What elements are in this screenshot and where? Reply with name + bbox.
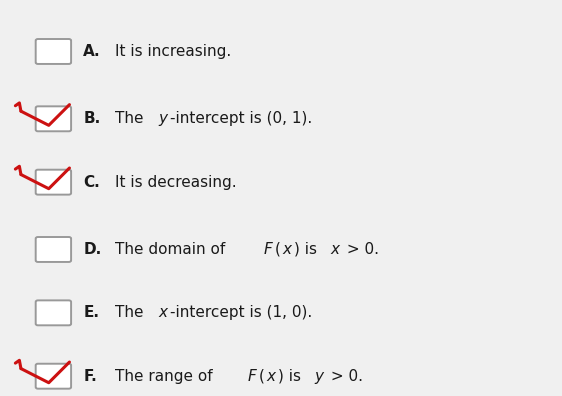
- Text: (: (: [275, 242, 281, 257]
- Text: A.: A.: [83, 44, 101, 59]
- FancyBboxPatch shape: [35, 364, 71, 389]
- FancyBboxPatch shape: [35, 39, 71, 64]
- Text: (: (: [259, 369, 265, 384]
- Text: B.: B.: [83, 111, 101, 126]
- Text: x: x: [266, 369, 275, 384]
- Text: ) is: ) is: [278, 369, 306, 384]
- Text: It is decreasing.: It is decreasing.: [115, 175, 237, 190]
- Text: ) is: ) is: [294, 242, 322, 257]
- FancyBboxPatch shape: [35, 237, 71, 262]
- Text: It is increasing.: It is increasing.: [115, 44, 232, 59]
- Text: > 0.: > 0.: [342, 242, 379, 257]
- Text: x: x: [283, 242, 292, 257]
- Text: E.: E.: [83, 305, 99, 320]
- Text: x: x: [330, 242, 339, 257]
- FancyBboxPatch shape: [35, 169, 71, 194]
- Text: F: F: [264, 242, 273, 257]
- Text: D.: D.: [83, 242, 101, 257]
- Text: -intercept is (0, 1).: -intercept is (0, 1).: [170, 111, 312, 126]
- FancyBboxPatch shape: [35, 106, 71, 131]
- Text: C.: C.: [83, 175, 100, 190]
- Text: -intercept is (1, 0).: -intercept is (1, 0).: [170, 305, 312, 320]
- Text: F: F: [247, 369, 256, 384]
- FancyBboxPatch shape: [35, 300, 71, 326]
- Text: x: x: [158, 305, 167, 320]
- Text: The domain of: The domain of: [115, 242, 230, 257]
- Text: y: y: [314, 369, 323, 384]
- Text: The: The: [115, 305, 148, 320]
- Text: F.: F.: [83, 369, 97, 384]
- Text: y: y: [158, 111, 167, 126]
- Text: The: The: [115, 111, 148, 126]
- Text: The range of: The range of: [115, 369, 217, 384]
- Text: > 0.: > 0.: [325, 369, 362, 384]
